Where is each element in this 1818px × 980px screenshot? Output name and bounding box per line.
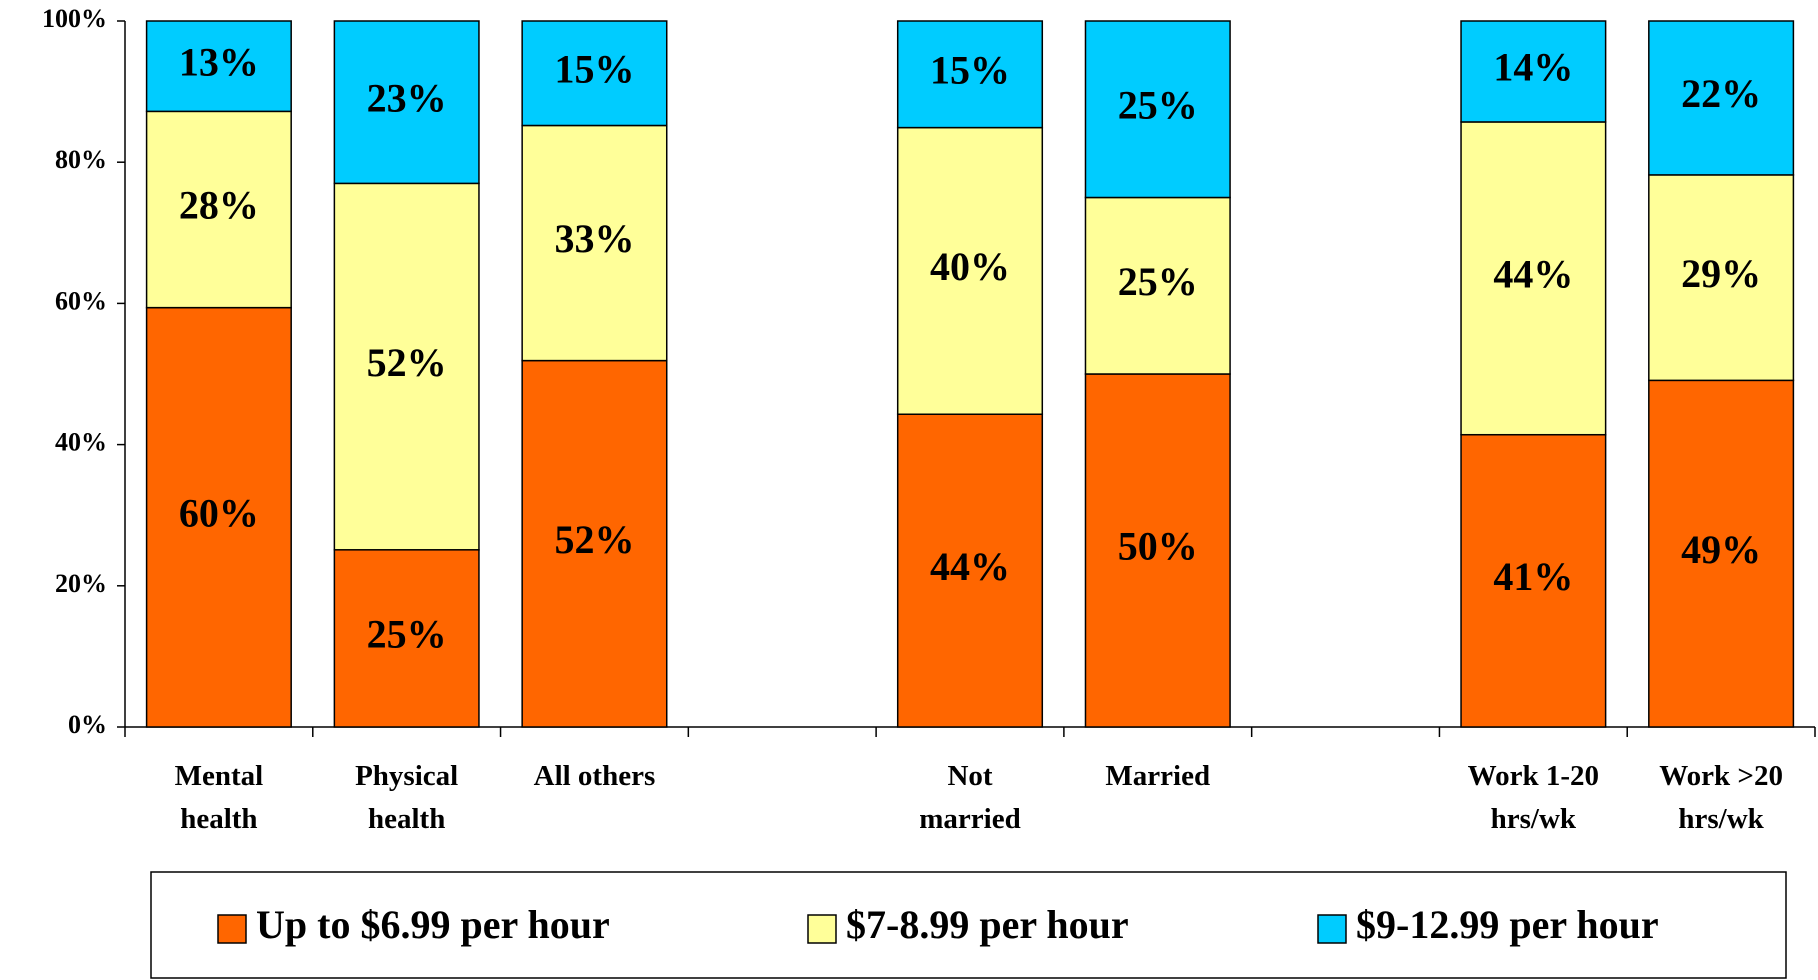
bar-segment	[1648, 379, 1795, 728]
y-tick-label: 60%	[55, 286, 107, 315]
data-label: 50%	[1118, 524, 1198, 569]
x-tick-label: Mental health	[174, 760, 264, 835]
bar-segment	[521, 359, 668, 728]
bar-segment	[333, 20, 480, 185]
y-tick-label: 80%	[55, 145, 107, 174]
data-label: 25%	[1118, 259, 1198, 304]
bar-segment	[521, 124, 668, 362]
y-tick-label: 40%	[55, 428, 107, 457]
bar-segment	[1648, 174, 1795, 382]
bar-segment	[1460, 20, 1607, 123]
legend-box	[150, 871, 1787, 979]
data-label: 41%	[1493, 554, 1573, 599]
bar-segment	[1084, 373, 1231, 728]
data-label: 33%	[554, 216, 634, 261]
bar-segment	[896, 20, 1044, 129]
data-label: 23%	[367, 75, 447, 120]
bar-segment	[145, 306, 292, 728]
data-label: 60%	[179, 490, 259, 535]
bar-segment	[333, 182, 480, 551]
bar-segment	[145, 110, 292, 309]
bar-segment	[896, 126, 1044, 415]
bar-segment	[1460, 121, 1607, 436]
bar-segment	[1084, 20, 1231, 199]
data-label: 28%	[179, 183, 259, 228]
data-label: 29%	[1681, 251, 1761, 296]
legend-label: $7-8.99 per hour	[846, 902, 1129, 947]
y-tick-label: 100%	[42, 4, 107, 33]
data-label: 49%	[1681, 527, 1761, 572]
data-label: 25%	[367, 612, 447, 657]
bar-segment	[333, 549, 480, 728]
data-label: 13%	[179, 39, 259, 84]
data-label: 44%	[930, 544, 1010, 589]
data-label: 15%	[554, 46, 634, 91]
data-label: 52%	[367, 340, 447, 385]
bar-segment	[1084, 196, 1231, 375]
bar-segment	[521, 20, 668, 127]
bar-segment	[1648, 20, 1795, 176]
x-tick-label: Physical health	[355, 760, 459, 835]
data-label: 15%	[930, 47, 1010, 92]
bar-segment	[145, 20, 292, 113]
legend-swatch	[807, 914, 837, 944]
legend-swatch	[1317, 914, 1347, 944]
x-tick-label: All others	[533, 760, 656, 792]
x-tick-label: Work 1-20 hrs/wk	[1467, 760, 1599, 835]
legend-label: $9-12.99 per hour	[1356, 902, 1659, 947]
data-label: 14%	[1493, 45, 1573, 90]
data-label: 52%	[554, 517, 634, 562]
legend-swatch	[217, 914, 247, 944]
data-label: 44%	[1493, 252, 1573, 297]
x-tick-label: Work >20 hrs/wk	[1659, 760, 1783, 835]
data-label: 25%	[1118, 82, 1198, 127]
data-label: 40%	[930, 244, 1010, 289]
bar-segment	[1460, 433, 1607, 728]
bar-segment	[896, 413, 1044, 728]
x-tick-label: Married	[1105, 760, 1211, 792]
y-tick-label: 20%	[55, 569, 107, 598]
y-tick-label: 0%	[68, 710, 107, 739]
legend-label: Up to $6.99 per hour	[256, 902, 610, 947]
data-label: 22%	[1681, 71, 1761, 116]
x-tick-label: Not married	[919, 760, 1021, 835]
